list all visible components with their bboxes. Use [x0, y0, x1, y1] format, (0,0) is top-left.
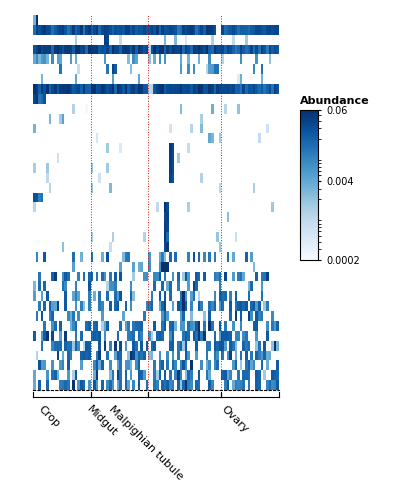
Text: Crop: Crop: [37, 404, 62, 429]
Text: Midgut: Midgut: [85, 404, 119, 438]
Text: Ovary: Ovary: [219, 404, 250, 435]
Text: Abundance: Abundance: [300, 96, 369, 106]
Text: Malpighian tubule: Malpighian tubule: [107, 404, 185, 482]
